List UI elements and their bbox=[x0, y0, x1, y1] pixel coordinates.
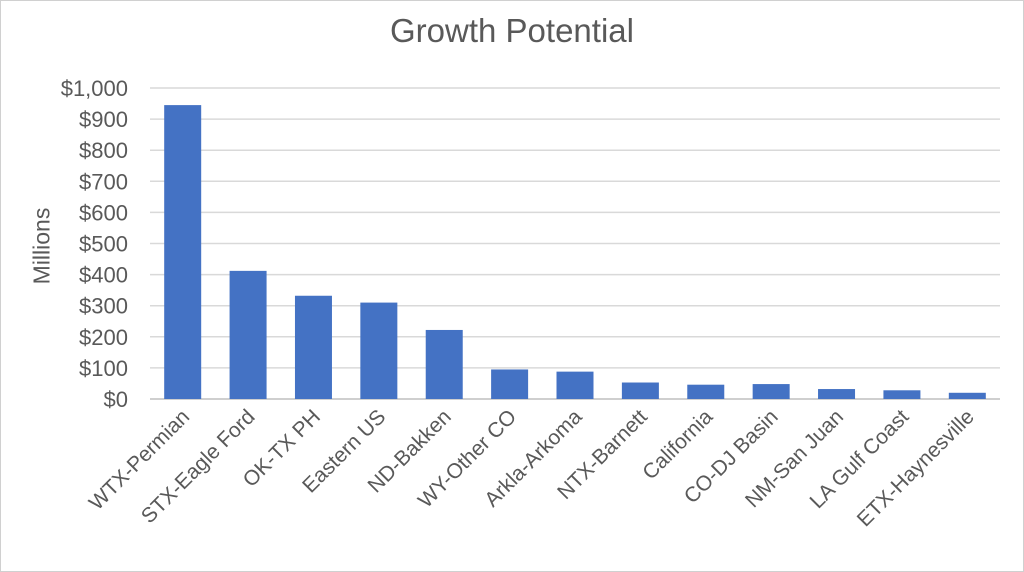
y-tick-label: $600 bbox=[79, 200, 128, 225]
y-tick-label: $400 bbox=[79, 263, 128, 288]
gridlines bbox=[150, 87, 1000, 400]
bar bbox=[425, 329, 463, 399]
bar bbox=[229, 270, 267, 399]
y-tick-label: $700 bbox=[79, 169, 128, 194]
bar bbox=[621, 382, 659, 399]
bar bbox=[556, 371, 594, 399]
bars bbox=[164, 105, 986, 399]
x-tick-label: STX-Eagle Ford bbox=[137, 405, 260, 528]
y-tick-label: $900 bbox=[79, 107, 128, 132]
y-tick-labels: $0 $100 $200 $300 $400 $500 $600 $700 $800 $900 $1… bbox=[61, 76, 128, 412]
y-tick-label: $1,000 bbox=[61, 76, 128, 101]
bar bbox=[294, 295, 332, 399]
bar bbox=[818, 389, 856, 399]
bar bbox=[360, 302, 398, 399]
bar bbox=[883, 390, 921, 399]
bar bbox=[164, 105, 202, 399]
bar bbox=[491, 369, 529, 399]
chart-title: Growth Potential bbox=[390, 12, 634, 49]
bar bbox=[752, 384, 790, 399]
y-tick-label: $300 bbox=[79, 294, 128, 319]
y-tick-label: $100 bbox=[79, 356, 128, 381]
y-tick-label: $0 bbox=[104, 387, 128, 412]
x-tick-label: ETX-Haynesville bbox=[853, 405, 979, 531]
y-tick-label: $200 bbox=[79, 325, 128, 350]
bar bbox=[948, 392, 986, 399]
bar bbox=[687, 384, 725, 399]
y-tick-label: $500 bbox=[79, 232, 128, 257]
y-tick-label: $800 bbox=[79, 138, 128, 163]
